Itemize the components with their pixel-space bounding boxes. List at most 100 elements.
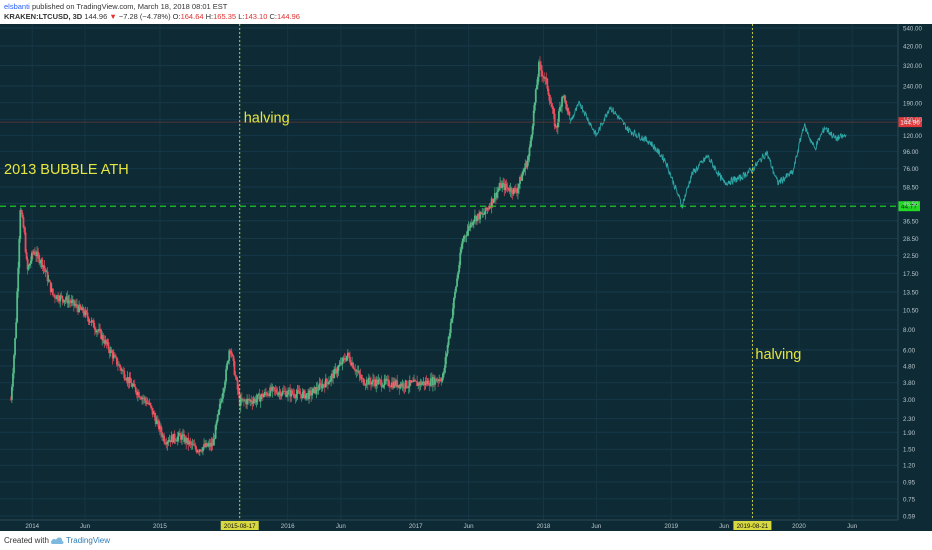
candle-body <box>219 401 222 404</box>
candle-body <box>196 451 199 453</box>
y-tick-label: 3.00 <box>903 397 916 404</box>
candle-body <box>401 383 404 387</box>
candle-body <box>465 235 468 237</box>
candle-body <box>375 379 378 387</box>
candle-body <box>171 435 174 443</box>
candle-body <box>258 393 261 402</box>
x-tick-label: 2019 <box>664 523 678 530</box>
candle-body <box>363 384 366 386</box>
candle-body <box>492 199 495 203</box>
candle-body <box>224 381 226 389</box>
candle-body <box>340 362 343 365</box>
y-tick-label: 240.00 <box>903 84 922 91</box>
candle-body <box>13 355 15 374</box>
candle-body <box>76 304 78 308</box>
candle-body <box>382 385 385 387</box>
candle-body <box>143 397 146 399</box>
candle-body <box>237 389 240 394</box>
candle-body <box>173 433 176 441</box>
candle-body <box>425 381 428 384</box>
symbol-name[interactable]: KRAKEN:LTCUSD, 3D <box>4 12 83 21</box>
price-chart[interactable]: 144.96 44.77 2013 BUBBLE ATH halving halving… <box>0 24 932 531</box>
candle-body <box>292 393 295 395</box>
open-value: 164.64 <box>180 12 204 21</box>
candle-body <box>391 382 393 387</box>
candle-body <box>543 76 546 79</box>
candle-body <box>514 188 517 193</box>
x-tick-label: 2018 <box>537 523 551 530</box>
y-tick-label: 2.30 <box>903 416 916 423</box>
candle-body <box>302 390 305 393</box>
x-tick-label: 2014 <box>25 523 39 530</box>
candle-body <box>552 109 555 114</box>
candle-body <box>165 443 168 445</box>
candle-body <box>288 389 290 391</box>
candle-body <box>486 208 489 210</box>
candle-body <box>91 320 94 322</box>
candle-body <box>522 171 525 175</box>
candle-body <box>75 304 77 305</box>
y-tick-label: 1.20 <box>903 463 916 470</box>
candle-body <box>278 391 281 393</box>
candle-body <box>445 353 448 358</box>
candle-body <box>175 440 178 442</box>
candle-body <box>418 382 421 386</box>
candle-body <box>429 378 432 386</box>
candle-body <box>411 381 413 383</box>
candle-body <box>467 226 470 231</box>
candle-body <box>323 384 326 388</box>
candle-body <box>162 435 164 437</box>
candle-body <box>201 450 203 452</box>
candle-body <box>505 183 508 188</box>
y-tick-label: 58.50 <box>903 185 919 192</box>
tradingview-brand[interactable]: TradingView <box>66 536 111 545</box>
chart-area[interactable]: 144.96 44.77 2013 BUBBLE ATH halving halving… <box>0 24 932 531</box>
candle-body <box>252 400 255 404</box>
candle-body <box>555 125 558 128</box>
candle-body <box>406 387 409 389</box>
candle-body <box>203 444 205 448</box>
candle-body <box>265 391 267 394</box>
candle-body <box>208 443 211 445</box>
candle-body <box>324 378 327 388</box>
tradingview-logo-icon <box>51 537 64 544</box>
candle-body <box>515 192 518 194</box>
candle-body <box>359 374 362 379</box>
candle-body <box>540 64 542 71</box>
candle-body <box>384 378 387 381</box>
candle-body <box>187 437 190 445</box>
candle-body <box>66 296 69 304</box>
candle-body <box>503 183 506 190</box>
candle-body <box>107 342 110 350</box>
author-link[interactable]: elsbanti <box>4 2 30 11</box>
candle-body <box>167 441 170 443</box>
candle-body <box>118 364 120 366</box>
candle-body <box>331 373 334 377</box>
candle-body <box>231 353 234 356</box>
candle-body <box>262 394 265 398</box>
candle-body <box>285 391 287 397</box>
candle-body <box>436 380 439 382</box>
candle-body <box>423 381 426 385</box>
candle-body <box>215 421 218 426</box>
candle-body <box>372 379 374 382</box>
candle-body <box>14 338 16 356</box>
candle-body <box>565 100 568 110</box>
candle-body <box>132 383 135 386</box>
candle-body <box>439 379 442 381</box>
candle-body <box>390 386 392 388</box>
candle-body <box>257 393 260 395</box>
last-price: 144.96 <box>84 12 108 21</box>
candle-body <box>267 394 269 396</box>
chart-overlays: 144.96 44.77 2013 BUBBLE ATH halving halving <box>0 24 922 520</box>
candle-body <box>146 402 149 404</box>
candle-body <box>330 376 332 381</box>
candle-body <box>244 400 246 402</box>
candle-body <box>121 369 124 371</box>
candle-body <box>360 377 363 379</box>
candle-body <box>524 163 527 170</box>
candle-body <box>560 106 562 108</box>
candle-body <box>346 352 349 357</box>
candle-body <box>517 187 519 193</box>
candle-body <box>568 111 571 116</box>
